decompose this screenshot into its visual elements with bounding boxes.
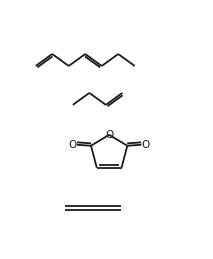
- Text: O: O: [105, 130, 113, 140]
- Text: O: O: [141, 140, 150, 150]
- Text: O: O: [69, 140, 77, 150]
